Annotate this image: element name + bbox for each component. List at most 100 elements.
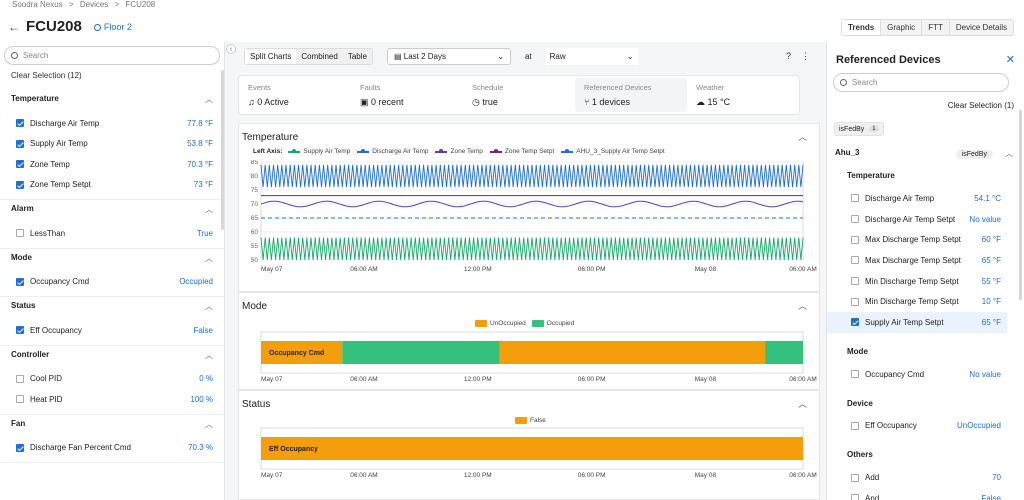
legend-item[interactable]: Zone Temp Setpt <box>489 148 554 155</box>
events-summary[interactable]: Events ♫ 0 Active <box>239 76 351 114</box>
legend-item[interactable]: Supply Air Temp <box>288 148 350 155</box>
floor-link[interactable]: Floor 2 <box>93 22 132 32</box>
referenced-devices-summary[interactable]: Referenced Devices ⑂ 1 devices <box>575 78 687 112</box>
point-checkbox[interactable] <box>16 395 24 404</box>
point-row[interactable]: Supply Air Temp 53.8 °F <box>11 134 213 155</box>
chevron-up-icon[interactable]: ︿ <box>205 205 213 214</box>
point-checkbox[interactable] <box>16 180 24 189</box>
point-checkbox[interactable] <box>16 277 24 286</box>
point-row[interactable]: Eff Occupancy False <box>11 320 213 341</box>
referenced-point-row[interactable]: Discharge Air Temp Setpt No value <box>827 209 1007 230</box>
tab-device-details[interactable]: Device Details <box>955 23 1007 32</box>
help-icon[interactable]: ? <box>785 51 791 61</box>
referenced-point-row[interactable]: Max Discharge Temp Setpt 65 °F <box>827 250 1007 271</box>
referenced-point-row[interactable]: Max Discharge Temp Setpt 60 °F <box>827 229 1007 250</box>
point-checkbox[interactable] <box>16 229 24 238</box>
point-checkbox[interactable] <box>851 494 859 500</box>
section-header[interactable]: Status ︿ <box>11 301 213 312</box>
point-checkbox[interactable] <box>16 139 24 148</box>
point-checkbox[interactable] <box>851 235 859 244</box>
back-arrow-icon[interactable]: ← <box>8 19 20 34</box>
chevron-up-icon[interactable]: ︿ <box>205 419 213 429</box>
point-checkbox[interactable] <box>16 443 24 452</box>
legend-item[interactable]: Zone Temp <box>435 148 483 155</box>
device-group-header[interactable]: Ahu_3 isFedBy ︿ <box>835 148 1013 159</box>
point-checkbox[interactable] <box>851 256 859 265</box>
more-options-icon[interactable]: ⋮ <box>801 51 810 61</box>
state-segment-occupied[interactable] <box>342 341 500 364</box>
close-icon[interactable]: ✕ <box>1005 54 1015 66</box>
series-line-supply-air-temp[interactable] <box>260 237 804 261</box>
table-button[interactable]: Table <box>347 52 367 61</box>
referenced-point-row[interactable]: Min Discharge Temp Setpt 10 °F <box>827 291 1007 312</box>
point-checkbox[interactable] <box>16 160 24 169</box>
point-row[interactable]: LessThan True <box>11 223 213 244</box>
section-header[interactable]: Controller ︿ <box>11 350 213 361</box>
scrollbar[interactable] <box>221 70 224 230</box>
point-checkbox[interactable] <box>16 119 24 128</box>
point-checkbox[interactable] <box>851 297 859 306</box>
search-input[interactable]: Search <box>833 73 1009 92</box>
collapse-sidebar-button[interactable]: ‹ <box>226 44 236 54</box>
chevron-up-icon[interactable]: ︿ <box>205 302 213 311</box>
filter-chip[interactable]: isFedBy 1 <box>834 122 884 136</box>
split-charts-button[interactable]: Split Charts <box>245 49 297 64</box>
date-range-select[interactable]: ▤ Last 2 Days ⌄ <box>386 48 511 65</box>
referenced-point-row[interactable]: Eff Occupancy UnOccupied <box>827 416 1007 437</box>
chevron-up-icon[interactable]: ︿ <box>797 301 807 311</box>
referenced-point-row[interactable]: And False <box>827 488 1007 500</box>
point-checkbox[interactable] <box>851 473 859 482</box>
legend-item[interactable]: UnOccupied <box>475 320 526 327</box>
state-segment-false[interactable] <box>261 437 803 460</box>
referenced-point-row[interactable]: Occupancy Cmd No value <box>827 364 1007 385</box>
section-header[interactable]: Mode ︿ <box>11 253 213 264</box>
clear-selection-link[interactable]: Clear Selection (12) <box>11 71 82 80</box>
point-checkbox[interactable] <box>16 374 24 383</box>
chevron-up-icon[interactable]: ︿ <box>205 253 213 263</box>
point-row[interactable]: Occupancy Cmd Occupied <box>11 272 213 293</box>
referenced-point-row[interactable]: Supply Air Temp Setpt 65 °F <box>827 312 1007 333</box>
chevron-up-icon[interactable]: ︿ <box>205 95 213 104</box>
combined-button[interactable]: Combined <box>301 52 338 61</box>
series-line-zone-temp[interactable] <box>260 200 804 208</box>
faults-summary[interactable]: Faults ▣ 0 recent <box>351 76 463 114</box>
point-checkbox[interactable] <box>16 326 24 335</box>
point-row[interactable]: Zone Temp Setpt 73 °F <box>11 175 213 196</box>
legend-item[interactable]: AHU_3_Supply Air Temp Setpt <box>561 148 665 155</box>
chevron-up-icon[interactable]: ︿ <box>797 399 807 409</box>
interval-select[interactable]: Raw ⌄ <box>545 48 638 65</box>
tab-trends[interactable]: Trends <box>841 20 882 35</box>
weather-summary[interactable]: Weather ☁ 15 °C <box>687 76 799 114</box>
breadcrumb-item[interactable]: Devices <box>79 0 109 9</box>
point-checkbox[interactable] <box>851 277 859 286</box>
clear-selection-link[interactable]: Clear Selection (1) <box>947 101 1014 110</box>
state-segment-unoccupied[interactable] <box>499 341 766 364</box>
point-checkbox[interactable] <box>851 370 859 379</box>
point-checkbox[interactable] <box>851 215 859 224</box>
tab-graphic[interactable]: Graphic <box>881 20 923 35</box>
section-header[interactable]: Temperature ︿ <box>11 94 213 105</box>
point-row[interactable]: Discharge Air Temp 77.8 °F <box>11 113 213 134</box>
schedule-summary[interactable]: Schedule ◷ true <box>463 76 575 114</box>
series-line-discharge-air-temp[interactable] <box>260 164 804 188</box>
point-checkbox[interactable] <box>851 318 859 327</box>
scrollbar[interactable] <box>1019 110 1022 300</box>
tab-ftt[interactable]: FTT <box>922 20 950 35</box>
chevron-up-icon[interactable]: ︿ <box>1005 149 1013 158</box>
state-segment-occupied[interactable] <box>765 341 803 364</box>
chevron-up-icon[interactable]: ︿ <box>797 132 807 142</box>
breadcrumb-item[interactable]: Soodra Nexus <box>12 0 63 9</box>
legend-item[interactable]: Occupied <box>531 320 574 327</box>
point-row[interactable]: Cool PID 0 % <box>11 369 213 390</box>
search-input[interactable]: Search <box>4 46 220 65</box>
legend-item[interactable]: False <box>515 417 546 424</box>
referenced-point-row[interactable]: Add 70 <box>827 467 1007 488</box>
state-segment-unoccupied[interactable] <box>261 341 343 364</box>
chevron-up-icon[interactable]: ︿ <box>205 350 213 360</box>
mode-chart[interactable]: Occupancy Cmd May 07 06:00 AM 12:00 PM 06:00… <box>239 331 819 386</box>
referenced-point-row[interactable]: Min Discharge Temp Setpt 55 °F <box>827 271 1007 292</box>
point-row[interactable]: Heat PID 100 % <box>11 389 213 410</box>
legend-item[interactable]: Discharge Air Temp <box>357 148 428 155</box>
temperature-chart[interactable]: 50 55 60 65 70 75 80 85 May 07 06:00 AM 12:00 PM 06… <box>239 160 819 280</box>
point-row[interactable]: Zone Temp 70.3 °F <box>11 154 213 175</box>
